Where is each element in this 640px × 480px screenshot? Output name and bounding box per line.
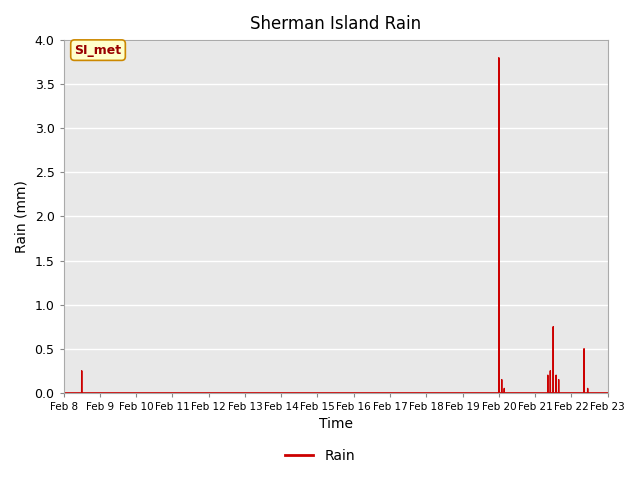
Y-axis label: Rain (mm): Rain (mm) — [15, 180, 29, 253]
Text: SI_met: SI_met — [74, 44, 122, 57]
Legend: Rain: Rain — [280, 443, 360, 468]
Title: Sherman Island Rain: Sherman Island Rain — [250, 15, 421, 33]
X-axis label: Time: Time — [319, 418, 353, 432]
